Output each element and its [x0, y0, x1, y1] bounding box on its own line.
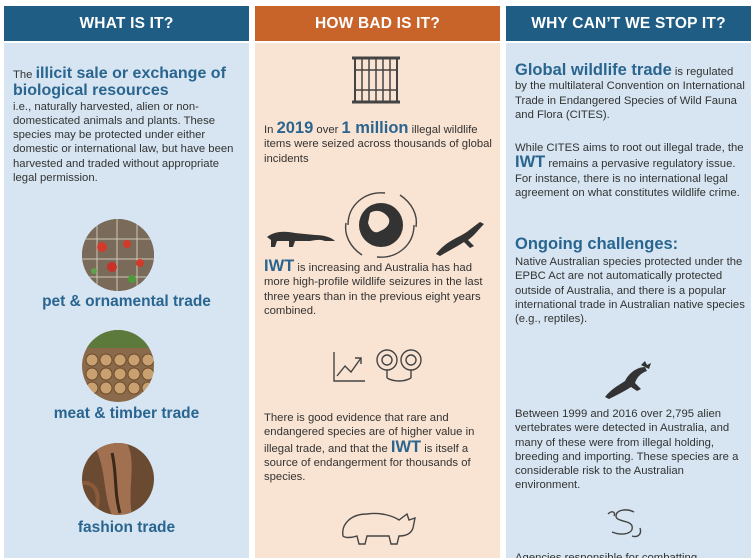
- bearded-dragon-icon: [601, 361, 651, 401]
- p1-c: illegal wildlife items were seized acros…: [264, 124, 492, 165]
- globe-cycle-icon: [340, 185, 422, 265]
- intro-title: illicit sale or exchange of biological r…: [13, 65, 226, 100]
- rhino-icon: [337, 506, 421, 548]
- iwt-regulatory-paragraph: While CITES aims to root out illegal tra…: [515, 141, 747, 200]
- p2-rest: is increasing and Australia has had more…: [264, 262, 483, 317]
- trend-chart-icon: [331, 350, 367, 384]
- caption-meat-timber-trade: meat & timber trade: [53, 405, 200, 422]
- pet-trade-photo: [82, 219, 154, 291]
- global-trade-heading: Global wildlife trade: [515, 61, 672, 79]
- iwt-highlight-1: IWT: [264, 257, 295, 275]
- cites-text: is regulated by the multilateral Convent…: [515, 66, 745, 121]
- million-highlight: 1 million: [341, 119, 409, 137]
- intro-paragraph: The illicit sale or exchange of biologic…: [13, 65, 243, 185]
- panel-what-is-it: The illicit sale or exchange of biologic…: [4, 43, 249, 558]
- p1-b: over: [313, 124, 342, 136]
- year-highlight: 2019: [276, 119, 314, 137]
- p3-a: There is good evidence that rare and end…: [264, 412, 475, 455]
- iwt-highlight-2: IWT: [390, 437, 422, 456]
- cites-paragraph: Global wildlife trade is regulated by th…: [515, 61, 747, 122]
- column-what-is-it: WHAT IS IT? The illicit sale or exchange…: [4, 6, 249, 558]
- header-how-bad: HOW BAD IS IT?: [255, 6, 500, 41]
- column-how-bad: HOW BAD IS IT? In 2019 over 1 million il…: [255, 6, 500, 558]
- lizard-icon: [430, 218, 490, 258]
- p2-a: While CITES aims to root out illegal tra…: [515, 142, 744, 154]
- p3-b: is itself a source of endangerment for t…: [264, 442, 471, 484]
- ongoing-challenges-heading: Ongoing challenges:: [515, 235, 679, 253]
- panel-how-bad: In 2019 over 1 million illegal wildlife …: [255, 43, 500, 558]
- p2-b: remains a pervasive regulatory issue. Fo…: [515, 158, 740, 199]
- agencies-paragraph: Agencies responsible for combatting: [515, 552, 698, 558]
- crocodile-icon: [265, 223, 337, 253]
- fashion-trade-photo: [82, 443, 154, 515]
- timber-trade-photo: [82, 330, 154, 402]
- p1-a: In: [264, 124, 277, 136]
- snake-icon: [604, 506, 644, 540]
- panel-why-cant: Global wildlife trade is regulated by th…: [506, 43, 751, 558]
- endangerment-paragraph: There is good evidence that rare and end…: [264, 411, 496, 484]
- header-what-is-it: WHAT IS IT?: [4, 6, 249, 41]
- caption-pet-trade: pet & ornamental trade: [42, 293, 211, 310]
- intro-body: i.e., naturally harvested, alien or non-…: [13, 100, 234, 185]
- column-why-cant: WHY CAN’T WE STOP IT? Global wildlife tr…: [506, 6, 751, 558]
- intro-prefix: The: [13, 69, 36, 81]
- handcuffs-icon: [374, 346, 424, 386]
- iwt-increase-paragraph: IWT is increasing and Australia has had …: [264, 257, 496, 318]
- cage-icon: [352, 54, 400, 106]
- seizure-paragraph: In 2019 over 1 million illegal wildlife …: [264, 119, 496, 166]
- alien-vertebrates-paragraph: Between 1999 and 2016 over 2,795 alien v…: [515, 408, 739, 492]
- header-why-cant: WHY CAN’T WE STOP IT?: [506, 6, 751, 41]
- caption-fashion-trade: fashion trade: [77, 519, 176, 536]
- iwt-highlight-3: IWT: [515, 153, 546, 172]
- epbc-paragraph: Native Australian species protected unde…: [515, 256, 745, 326]
